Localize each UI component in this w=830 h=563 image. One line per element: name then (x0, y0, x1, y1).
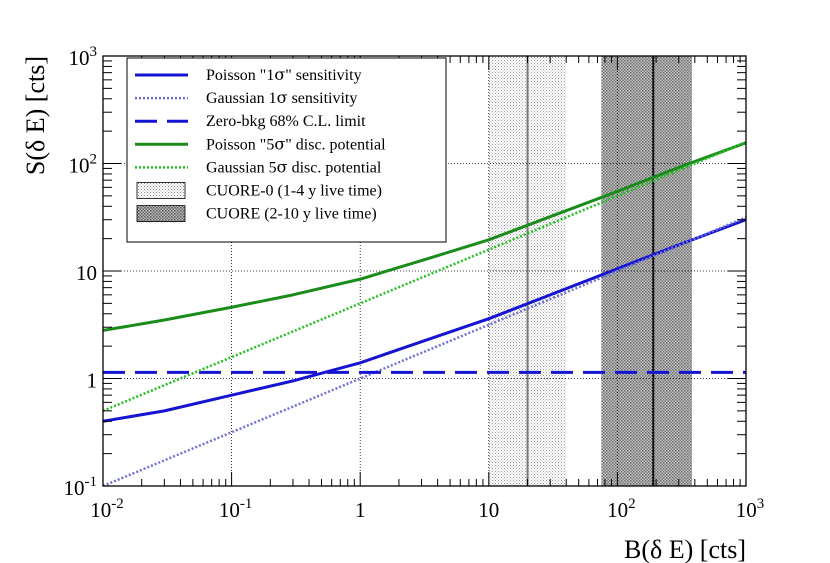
y-axis-label: S(δ E) [cts] (21, 56, 50, 175)
legend-label-2: Gaussian 1σ sensitivity (206, 88, 357, 107)
legend-band-label-1: CUORE-0 (1-4 y live time) (206, 183, 382, 200)
legend: Poisson "1σ" sensitivity Gaussian 1σ sens… (126, 57, 447, 243)
y-tick-label: 1 (87, 369, 98, 393)
y-tick-label: 102 (69, 152, 98, 178)
x-tick-label: 10 (478, 498, 499, 522)
x-tick-label: 103 (736, 496, 765, 522)
legend-band-swatch-1 (136, 182, 186, 199)
series-line-5 (103, 140, 746, 413)
legend-label-4: Poisson "5σ" disc. potential (206, 134, 386, 153)
series-line-4 (103, 141, 746, 332)
series-line-2 (103, 216, 746, 486)
x-tick-label: 102 (607, 496, 636, 522)
y-tick-label: 103 (69, 44, 98, 70)
legend-label-3: Zero-bkg 68% C.L. limit (206, 113, 366, 130)
x-tick-label: 10-1 (219, 496, 253, 522)
series-line-1 (103, 218, 746, 423)
data-series (103, 140, 746, 486)
legend-label-1: Poisson "1σ" sensitivity (206, 65, 362, 84)
legend-band-swatch-2 (136, 205, 186, 223)
x-tick-label: 10-2 (90, 496, 124, 522)
x-axis-label: B(δ E) [cts] (624, 535, 746, 563)
x-tick-label: 1 (355, 498, 366, 522)
legend-label-5: Gaussian 5σ disc. potential (206, 157, 382, 176)
legend-band-label-2: CUORE (2-10 y live time) (206, 206, 377, 223)
y-tick-label: 10 (76, 261, 97, 285)
y-tick-label: 10-1 (64, 474, 98, 500)
